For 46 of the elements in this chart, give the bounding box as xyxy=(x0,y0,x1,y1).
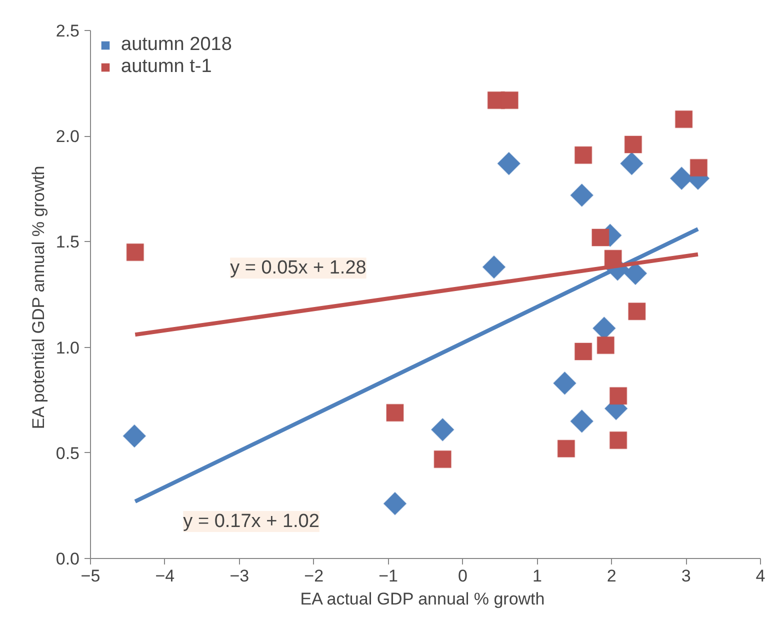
point xyxy=(620,152,644,176)
point xyxy=(122,424,146,448)
point xyxy=(557,440,576,458)
point xyxy=(591,228,610,246)
point xyxy=(690,158,708,177)
y-tick-label: 2.5 xyxy=(56,22,80,40)
x-tick-label: 1 xyxy=(532,566,542,586)
x-tick-label: −4 xyxy=(155,566,175,586)
point xyxy=(609,386,628,405)
y-tick-label: 0.5 xyxy=(56,444,80,463)
y-axis-title: EA potential GDP annual % growth xyxy=(28,166,48,430)
point xyxy=(482,255,506,279)
y-tick-label: 0.0 xyxy=(56,550,80,568)
point xyxy=(386,404,404,422)
x-tick-label: 0 xyxy=(458,566,468,586)
y-tick-label: 1.0 xyxy=(56,338,80,358)
x-tick-label: 4 xyxy=(756,566,766,586)
point xyxy=(434,450,452,468)
x-tick-label: 2 xyxy=(606,566,616,586)
point xyxy=(609,431,628,450)
point xyxy=(570,183,594,208)
point xyxy=(596,336,615,354)
point xyxy=(574,342,592,361)
legend-label: autumn 2018 xyxy=(121,34,232,56)
point xyxy=(126,243,144,262)
point xyxy=(500,91,519,110)
point xyxy=(383,492,407,516)
point xyxy=(570,409,594,434)
legend-label: autumn t-1 xyxy=(121,56,212,78)
x-tick-label: −2 xyxy=(304,566,324,586)
x-tick-label: −1 xyxy=(378,566,398,586)
x-tick-label: −5 xyxy=(80,566,100,586)
point xyxy=(624,136,642,154)
point xyxy=(497,152,521,176)
x-tick-label: 3 xyxy=(681,566,691,586)
point xyxy=(628,302,646,320)
annotation: y = 0.05x + 1.28 xyxy=(230,258,366,279)
point xyxy=(430,418,454,442)
point xyxy=(574,146,592,164)
y-tick-label: 2.0 xyxy=(56,127,80,146)
y-tick-label: 1.5 xyxy=(56,232,80,252)
point xyxy=(674,110,693,128)
point xyxy=(552,371,577,396)
x-tick-label: −3 xyxy=(230,566,250,586)
x-axis-title: EA actual GDP annual % growth xyxy=(300,590,545,608)
annotation: y = 0.17x + 1.02 xyxy=(183,511,320,532)
